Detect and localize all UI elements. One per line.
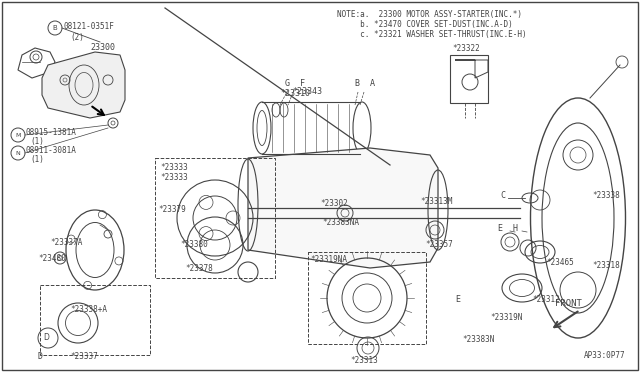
Text: D: D [38, 352, 43, 361]
Text: *23333: *23333 [160, 173, 188, 182]
Text: *23337: *23337 [70, 352, 98, 361]
Bar [450, 55, 488, 103]
Text: *23465: *23465 [546, 258, 573, 267]
Text: *23379: *23379 [158, 205, 186, 214]
Text: E  H: E H [498, 224, 518, 232]
Text: *23313: *23313 [350, 356, 378, 365]
Text: *23378: *23378 [185, 264, 212, 273]
Text: 23300: 23300 [90, 43, 115, 52]
Text: 08915-1381A: 08915-1381A [26, 128, 77, 137]
Text: E: E [455, 295, 460, 305]
Bar [155, 158, 275, 278]
Text: C: C [500, 190, 505, 199]
Text: b. *23470 COVER SET-DUST(INC.A-D): b. *23470 COVER SET-DUST(INC.A-D) [337, 20, 513, 29]
Text: *23313M: *23313M [420, 197, 452, 206]
Text: FRONT: FRONT [555, 299, 582, 308]
Text: *23380: *23380 [180, 240, 208, 249]
Text: *23319NA: *23319NA [310, 255, 347, 264]
Text: B: B [52, 25, 58, 31]
Text: (2): (2) [70, 33, 84, 42]
Text: B  A: B A [355, 79, 375, 88]
Text: *23383N: *23383N [462, 336, 494, 344]
Text: (1): (1) [30, 154, 44, 164]
Bar [40, 285, 150, 355]
Text: *23338: *23338 [592, 190, 620, 199]
Polygon shape [248, 148, 438, 268]
Text: *23343: *23343 [292, 87, 322, 96]
Polygon shape [42, 52, 125, 118]
Text: AP33:0P77: AP33:0P77 [584, 351, 625, 360]
Text: *23312: *23312 [532, 295, 560, 304]
Text: *23357: *23357 [425, 240, 452, 249]
Text: *23302: *23302 [320, 199, 348, 208]
Text: *23337A: *23337A [50, 238, 83, 247]
Text: *23318: *23318 [592, 260, 620, 269]
Text: 08121-0351F: 08121-0351F [63, 22, 114, 31]
Text: *23310: *23310 [280, 89, 310, 98]
Text: 08911-3081A: 08911-3081A [26, 145, 77, 154]
Text: c. *23321 WASHER SET-THRUST(INC.E-H): c. *23321 WASHER SET-THRUST(INC.E-H) [337, 30, 527, 39]
Text: *23333: *23333 [160, 163, 188, 172]
Text: (1): (1) [30, 137, 44, 145]
Text: *23383NA: *23383NA [322, 218, 359, 227]
Text: *23338+A: *23338+A [70, 305, 107, 314]
Text: *23480: *23480 [38, 254, 66, 263]
Text: M: M [15, 132, 20, 138]
Text: *23319N: *23319N [490, 314, 522, 323]
Text: N: N [15, 151, 20, 155]
Bar [308, 252, 426, 344]
Text: NOTE:a.  23300 MOTOR ASSY-STARTER(INC.*): NOTE:a. 23300 MOTOR ASSY-STARTER(INC.*) [337, 10, 522, 19]
Text: G  F: G F [285, 79, 305, 88]
Text: *23322: *23322 [452, 44, 480, 53]
Text: D: D [43, 334, 49, 343]
